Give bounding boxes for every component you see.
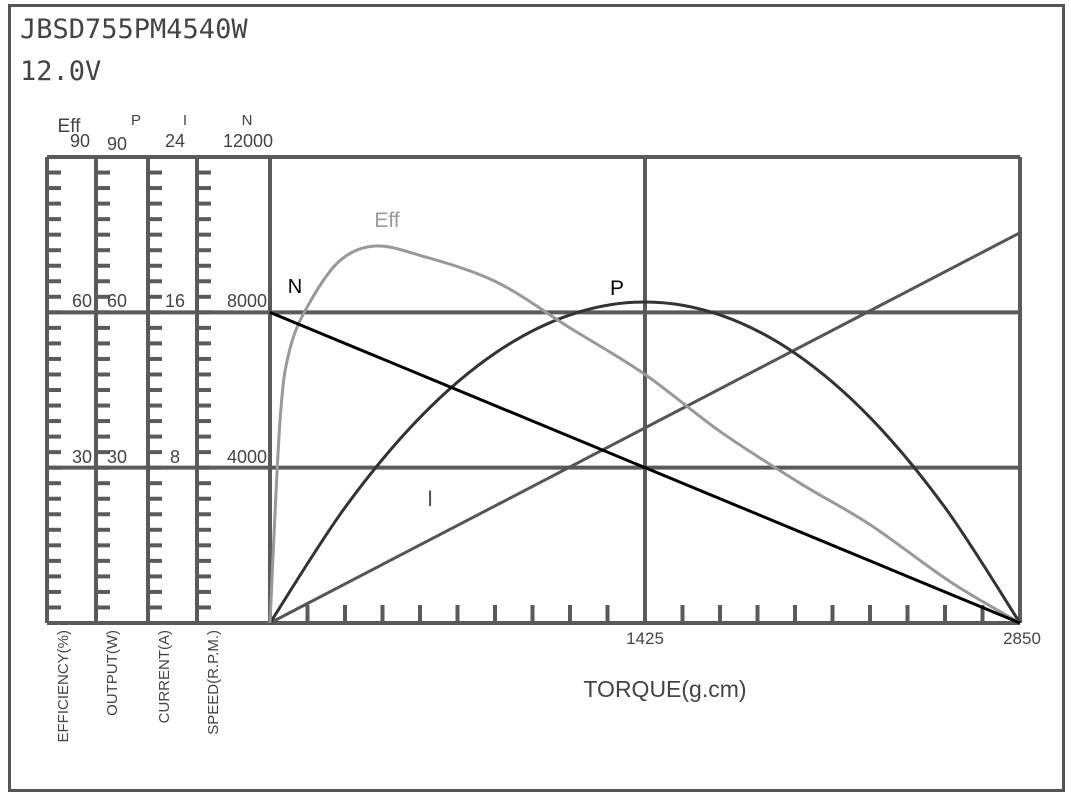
y-axis-symbol: P (131, 112, 141, 129)
chart-frame (8, 4, 1065, 792)
y-axis-symbol: I (183, 112, 187, 129)
y-tick-label: 16 (165, 291, 185, 311)
model-title: JBSD755PM4540W (20, 14, 248, 45)
x-tick-label: 1425 (626, 629, 664, 648)
y-tick-label: 8 (170, 447, 180, 467)
y-tick-label: 4000 (227, 447, 267, 467)
series-line-i (269, 231, 1021, 625)
x-axis-title: TORQUE(g.cm) (583, 676, 746, 702)
y-tick-label: 8000 (227, 291, 267, 311)
series-label-p: P (610, 277, 624, 300)
y-tick-label: 90 (107, 134, 127, 154)
y-tick-label: 30 (107, 447, 127, 467)
x-tick-label: 2850 (1003, 629, 1041, 648)
y-axis-title: CURRENT(A) (156, 630, 173, 723)
series-label-n: N (288, 276, 302, 298)
y-axis-title: EFFICIENCY(%) (55, 630, 72, 743)
y-axis-title: SPEED(R.P.M.) (205, 630, 222, 735)
voltage-label: 12.0V (20, 56, 102, 87)
y-tick-label: 12000 (223, 131, 273, 151)
series-label-i: I (427, 486, 433, 511)
series-line-eff (268, 244, 1021, 625)
series-line-n (269, 310, 1021, 625)
y-tick-label: 90 (70, 131, 90, 151)
y-tick-label: 60 (72, 291, 92, 311)
y-axis-symbol: Eff (58, 116, 82, 137)
series-line-p (268, 300, 1022, 624)
y-tick-label: 24 (165, 131, 185, 151)
y-axis-symbol: N (242, 112, 253, 129)
y-axis-title: OUTPUT(W) (104, 630, 121, 716)
series-label-eff: Eff (374, 209, 399, 232)
y-tick-label: 60 (107, 291, 127, 311)
y-tick-label: 30 (72, 447, 92, 467)
